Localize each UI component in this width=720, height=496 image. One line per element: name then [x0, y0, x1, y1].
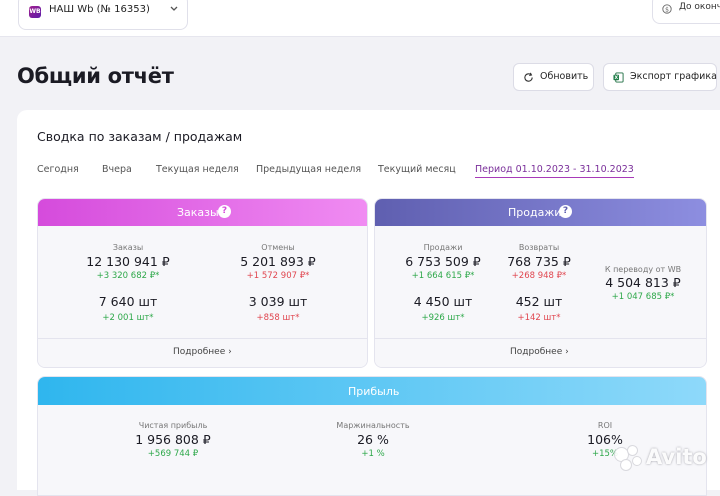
- watermark-dot: [632, 456, 642, 466]
- refresh-button[interactable]: Обновить: [513, 63, 594, 91]
- export-label: Экспорт графика: [630, 71, 717, 82]
- chevron-right-icon: ›: [565, 347, 569, 357]
- tab-current-week[interactable]: Текущая неделя: [156, 164, 239, 175]
- payout-label: К переводу от WB: [604, 265, 682, 274]
- sales-title: Продажи: [508, 206, 562, 219]
- chevron-down-icon: [170, 6, 178, 11]
- refresh-label: Обновить: [540, 71, 589, 82]
- help-icon[interactable]: ?: [559, 205, 572, 218]
- subscription-pill[interactable]: $ До оконча: [652, 0, 720, 24]
- cancels-qty: 3 039 шт: [248, 294, 308, 309]
- profit-title: Прибыль: [348, 385, 400, 398]
- sales-card-footer: Подробнее ›: [375, 338, 706, 367]
- summary-title: Сводка по заказам / продажам: [37, 129, 243, 144]
- orders-qty: 7 640 шт: [98, 294, 158, 309]
- roi-delta: +15%: [591, 449, 618, 459]
- dollar-icon: $: [662, 4, 672, 14]
- shop-name: НАШ Wb (№ 16353): [49, 4, 150, 15]
- subscription-text: До оконча: [679, 2, 720, 12]
- tab-previous-week[interactable]: Предыдущая неделя: [256, 164, 362, 175]
- profit-card: Прибыль Чистая прибыль 1 956 808 ₽ +569 …: [37, 376, 707, 496]
- margin-delta: +1 %: [361, 449, 385, 459]
- net-profit-delta: +569 744 ₽: [147, 449, 199, 459]
- watermark-text: Avito: [646, 445, 707, 469]
- cancels-label: Отмены: [261, 243, 295, 252]
- net-profit-label: Чистая прибыль: [138, 421, 208, 430]
- orders-more-label: Подробнее: [173, 347, 226, 357]
- orders-qty-delta: +2 001 шт*: [102, 313, 154, 323]
- help-icon[interactable]: ?: [218, 205, 231, 218]
- wb-logo-icon: WB: [29, 6, 41, 18]
- sales-sum: 6 753 509 ₽: [405, 254, 481, 269]
- profit-card-header: Прибыль: [38, 377, 706, 405]
- top-bar: WB НАШ Wb (№ 16353) $ До оконча: [0, 0, 720, 37]
- sales-more-label: Подробнее: [510, 347, 563, 357]
- sales-sum-delta: +1 664 615 ₽*: [411, 271, 475, 281]
- refresh-icon: [524, 72, 533, 82]
- svg-text:$: $: [665, 6, 669, 13]
- excel-icon: X: [613, 72, 624, 83]
- tab-current-month[interactable]: Текущий месяц: [378, 164, 456, 175]
- export-chart-button[interactable]: X Экспорт графика: [603, 63, 717, 91]
- summary-panel: Сводка по заказам / продажам Сегодня Вче…: [17, 110, 720, 496]
- chevron-right-icon: ›: [228, 347, 232, 357]
- margin-value: 26 %: [357, 432, 389, 447]
- orders-sum-delta: +3 320 682 ₽*: [96, 271, 160, 281]
- returns-sum-delta: +268 948 ₽*: [511, 271, 567, 281]
- avito-watermark: Avito: [612, 443, 712, 473]
- watermark-dot: [627, 445, 638, 456]
- sales-qty-delta: +926 шт*: [421, 313, 465, 323]
- cancels-qty-delta: +858 шт*: [256, 313, 300, 323]
- orders-card-footer: Подробнее ›: [38, 338, 367, 367]
- payout-sum: 4 504 813 ₽: [605, 275, 681, 290]
- orders-label: Заказы: [112, 243, 144, 252]
- payout-delta: +1 047 685 ₽*: [611, 292, 675, 302]
- margin-label: Маржинальность: [336, 421, 410, 430]
- roi-value: 106%: [587, 432, 623, 447]
- net-profit-value: 1 956 808 ₽: [135, 432, 211, 447]
- cancels-sum-delta: +1 572 907 ₽*: [246, 271, 310, 281]
- returns-qty: 452 шт: [515, 294, 563, 309]
- shop-selector[interactable]: WB НАШ Wb (№ 16353): [18, 0, 188, 30]
- cancels-sum: 5 201 893 ₽: [240, 254, 316, 269]
- roi-label: ROI: [597, 421, 613, 430]
- tab-yesterday[interactable]: Вчера: [102, 164, 132, 175]
- tab-custom-period[interactable]: Период 01.10.2023 - 31.10.2023: [475, 164, 634, 178]
- tab-today[interactable]: Сегодня: [37, 164, 79, 175]
- returns-sum: 768 735 ₽: [507, 254, 571, 269]
- returns-qty-delta: +142 шт*: [517, 313, 561, 323]
- sales-card-header: Продажи ?: [375, 199, 706, 226]
- orders-sum: 12 130 941 ₽: [86, 254, 170, 269]
- returns-label: Возвраты: [518, 243, 560, 252]
- svg-text:X: X: [614, 75, 618, 81]
- page-title: Общий отчёт: [17, 64, 174, 88]
- sales-more-link[interactable]: Подробнее ›: [510, 347, 569, 357]
- orders-title: Заказы: [177, 206, 219, 219]
- orders-card-header: Заказы ?: [38, 199, 367, 226]
- sales-card: Продажи ? Продажи 6 753 509 ₽ +1 664 615…: [374, 198, 707, 368]
- sales-qty: 4 450 шт: [413, 294, 473, 309]
- sales-label: Продажи: [423, 243, 463, 252]
- orders-card: Заказы ? Заказы 12 130 941 ₽ +3 320 682 …: [37, 198, 368, 368]
- orders-more-link[interactable]: Подробнее ›: [173, 347, 232, 357]
- watermark-dot: [620, 459, 632, 471]
